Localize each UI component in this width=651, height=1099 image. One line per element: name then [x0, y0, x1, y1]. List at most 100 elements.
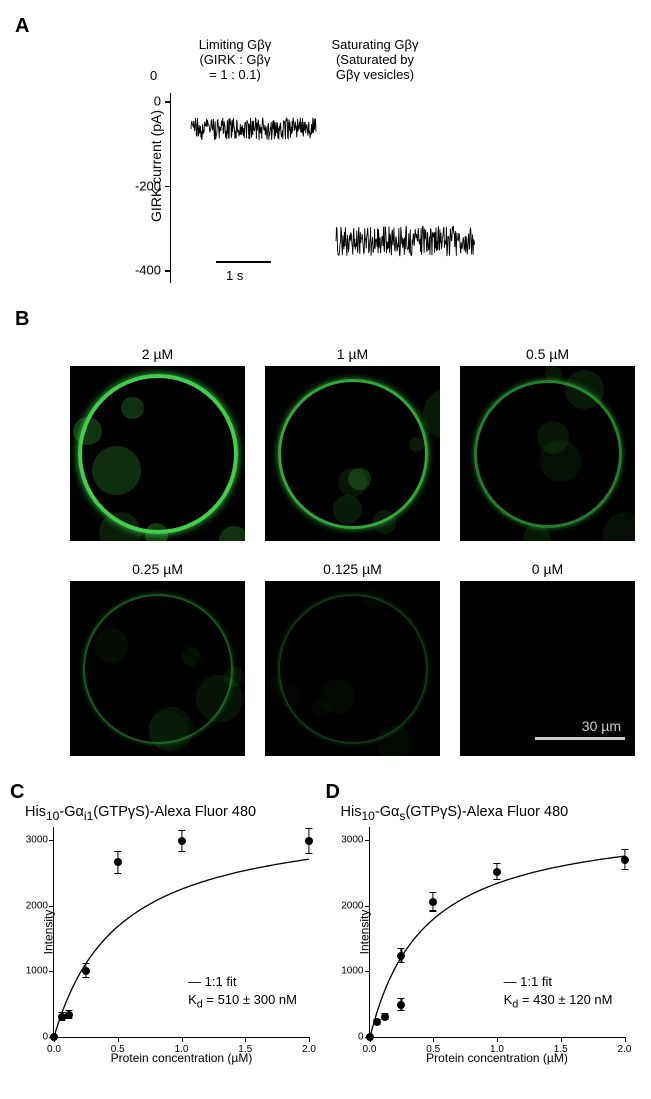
y-tick-label: 2000	[22, 900, 48, 911]
trace-limiting	[191, 115, 316, 143]
data-point	[621, 856, 629, 864]
background-blob	[603, 512, 635, 541]
panel-d-label: D	[326, 781, 637, 804]
data-point	[178, 837, 186, 845]
x-tick-label: 0.5	[426, 1044, 440, 1055]
time-scale-bar	[216, 261, 271, 263]
y-tick-label: 0	[22, 1031, 48, 1042]
x-tick	[182, 1037, 183, 1042]
x-tick	[118, 1037, 119, 1042]
data-point	[493, 868, 501, 876]
panel-c-label: C	[10, 781, 321, 804]
data-point	[50, 1033, 58, 1041]
x-tick	[309, 1037, 310, 1042]
x-tick-label: 2.0	[302, 1044, 316, 1055]
fit-curve	[54, 827, 309, 1037]
y-tick-label: 1000	[338, 966, 364, 977]
data-point	[114, 858, 122, 866]
panel-d-title: His10-Gαs(GTPγS)-Alexa Fluor 480	[341, 804, 637, 823]
col1-header: Limiting Gβγ (GIRK : Gβγ = 1 : 0.1)	[175, 38, 295, 83]
data-point	[397, 1001, 405, 1009]
y-tick-label: 3000	[22, 835, 48, 846]
micrograph-title: 0.125 µM	[265, 561, 440, 577]
panel-b-cell: 1 µM	[265, 346, 440, 541]
panels-c-d-row: C His10-Gαi1(GTPγS)-Alexa Fluor 480 Inte…	[15, 781, 636, 1038]
panel-b-label: B	[15, 308, 636, 331]
panel-b: 2 µM 1 µM 0.5 µM 0.25 µM 0.125 µM 0 µM 30 µm	[55, 346, 636, 756]
data-point	[65, 1011, 73, 1019]
panel-a-ytick	[165, 270, 171, 272]
scale-bar-label: 30 µm	[582, 718, 621, 734]
panel-b-cell: 2 µM	[70, 346, 245, 541]
fit-curve	[370, 827, 625, 1037]
x-tick-label: 1.0	[175, 1044, 189, 1055]
background-blob	[219, 526, 245, 541]
y-tick-label: 1000	[22, 966, 48, 977]
panel-c-title: His10-Gαi1(GTPγS)-Alexa Fluor 480	[25, 804, 321, 823]
data-point	[366, 1033, 374, 1041]
x-tick-label: 0.0	[47, 1044, 61, 1055]
panel-a-label: A	[15, 15, 636, 38]
panel-a: Limiting Gβγ (GIRK : Gβγ = 1 : 0.1) Satu…	[55, 38, 636, 308]
panel-a-yticklabel: -200	[135, 178, 161, 193]
y-tick-label: 3000	[338, 835, 364, 846]
panel-a-column-headers: Limiting Gβγ (GIRK : Gβγ = 1 : 0.1) Satu…	[175, 38, 435, 83]
micrograph	[265, 366, 440, 541]
panel-d-plot: Intensity Protein concentration (µM) — 1…	[369, 827, 625, 1038]
panel-d: D His10-Gαs(GTPγS)-Alexa Fluor 480 Inten…	[331, 781, 637, 1038]
background-blob	[423, 389, 440, 439]
data-point	[381, 1013, 389, 1021]
data-point	[373, 1018, 381, 1026]
trace-saturating	[336, 223, 475, 259]
x-tick-label: 2.0	[618, 1044, 632, 1055]
vesicle-ring	[78, 374, 238, 534]
x-tick	[245, 1037, 246, 1042]
x-tick-label: 0.5	[111, 1044, 125, 1055]
micrograph	[70, 366, 245, 541]
x-tick	[433, 1037, 434, 1042]
data-point	[82, 967, 90, 975]
panel-a-yticklabel: -400	[135, 263, 161, 278]
micrograph-title: 0.5 µM	[460, 346, 635, 362]
panel-a-ytick	[165, 186, 171, 188]
vesicle-ring	[278, 379, 428, 529]
panel-b-cell: 0.125 µM	[265, 561, 440, 756]
panel-a-yticklabel: 0	[154, 94, 161, 109]
vesicle-ring	[278, 594, 428, 744]
x-tick-label: 1.5	[238, 1044, 252, 1055]
data-point	[305, 837, 313, 845]
x-tick-label: 1.5	[554, 1044, 568, 1055]
time-scale-label: 1 s	[226, 268, 243, 283]
vesicle-ring	[83, 594, 233, 744]
scale-bar	[535, 737, 625, 740]
x-tick	[561, 1037, 562, 1042]
col2-header: Saturating Gβγ (Saturated by Gβγ vesicle…	[315, 38, 435, 83]
micrograph-title: 0.25 µM	[70, 561, 245, 577]
micrograph	[460, 366, 635, 541]
x-tick-label: 1.0	[490, 1044, 504, 1055]
panel-a-plot: 1 s 0-200-400	[170, 93, 501, 283]
data-point	[429, 898, 437, 906]
y-tick-label: 2000	[338, 900, 364, 911]
micrograph-title: 0 µM	[460, 561, 635, 577]
vesicle-ring	[474, 380, 622, 528]
panel-c-plot: Intensity Protein concentration (µM) — 1…	[53, 827, 309, 1038]
y-tick-label: 0	[338, 1031, 364, 1042]
micrograph: 30 µm	[460, 581, 635, 756]
data-point	[397, 952, 405, 960]
panel-b-grid: 2 µM 1 µM 0.5 µM 0.25 µM 0.125 µM 0 µM 30 µm	[70, 346, 636, 756]
micrograph	[70, 581, 245, 756]
x-tick	[625, 1037, 626, 1042]
panel-c: C His10-Gαi1(GTPγS)-Alexa Fluor 480 Inte…	[15, 781, 321, 1038]
micrograph	[265, 581, 440, 756]
panel-b-cell: 0.25 µM	[70, 561, 245, 756]
micrograph-title: 2 µM	[70, 346, 245, 362]
panel-b-cell: 0.5 µM	[460, 346, 635, 541]
zero-label: 0	[150, 68, 157, 83]
panel-a-ylabel: GIRK current (pA)	[148, 110, 164, 222]
panel-b-cell: 0 µM 30 µm	[460, 561, 635, 756]
x-tick	[497, 1037, 498, 1042]
x-tick-label: 0.0	[363, 1044, 377, 1055]
micrograph-title: 1 µM	[265, 346, 440, 362]
panel-a-ytick	[165, 101, 171, 103]
